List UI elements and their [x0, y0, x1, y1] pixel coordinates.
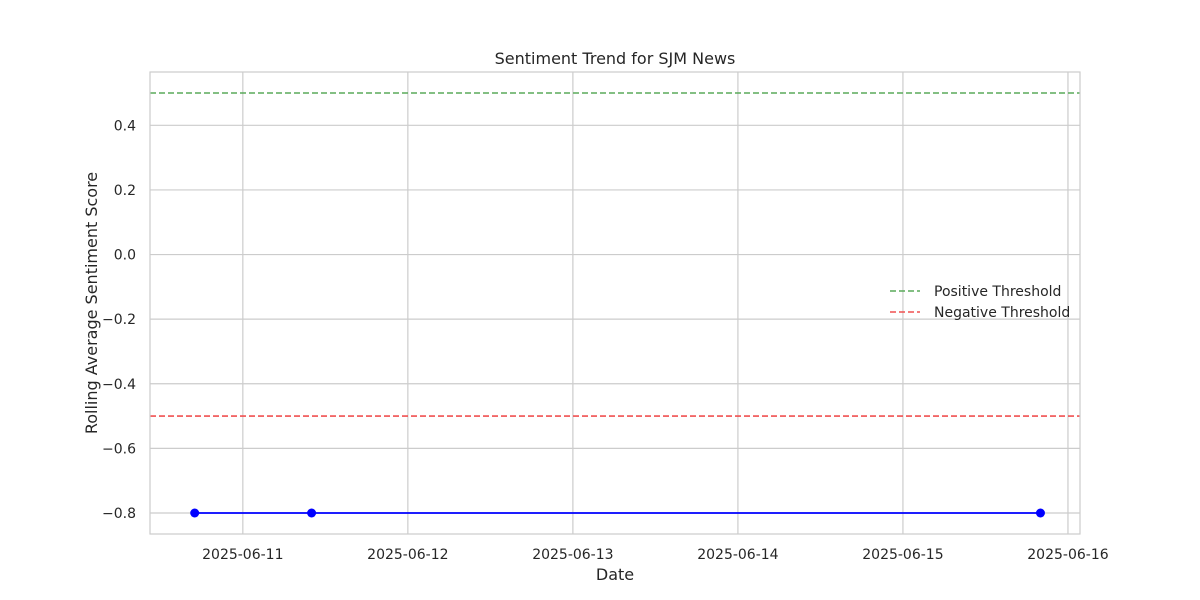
y-tick-label: −0.6 [102, 441, 136, 457]
y-tick-label: −0.8 [102, 506, 136, 522]
x-axis-label: Date [596, 565, 634, 584]
x-tick-label: 2025-06-15 [862, 547, 943, 563]
y-axis-label: Rolling Average Sentiment Score [82, 172, 101, 434]
y-tick-labels: −0.8 −0.6 −0.4 −0.2 0.0 0.2 0.4 [102, 118, 136, 522]
plot-frame [149, 71, 1081, 535]
y-tick-label: 0.0 [114, 248, 136, 264]
legend-label: Positive Threshold [934, 284, 1061, 300]
chart-title: Sentiment Trend for SJM News [495, 49, 736, 68]
x-tick-label: 2025-06-12 [367, 547, 448, 563]
series-group [190, 508, 1045, 518]
y-tick-label: 0.2 [114, 183, 136, 199]
y-tick-label: −0.4 [102, 377, 136, 393]
legend: Positive Threshold Negative Threshold [890, 284, 1070, 321]
x-tick-label: 2025-06-11 [202, 547, 283, 563]
x-tick-label: 2025-06-16 [1027, 547, 1108, 563]
legend-label: Negative Threshold [934, 305, 1070, 321]
x-tick-label: 2025-06-14 [697, 547, 778, 563]
y-tick-label: 0.4 [114, 118, 136, 134]
x-tick-label: 2025-06-13 [532, 547, 613, 563]
data-point [190, 508, 200, 518]
x-tick-labels: 2025-06-11 2025-06-12 2025-06-13 2025-06-14… [202, 547, 1109, 563]
y-tick-label: −0.2 [102, 312, 136, 328]
data-point [307, 508, 317, 518]
threshold-lines [150, 92, 1080, 417]
data-point [1035, 508, 1045, 518]
grid-lines [150, 72, 1080, 534]
